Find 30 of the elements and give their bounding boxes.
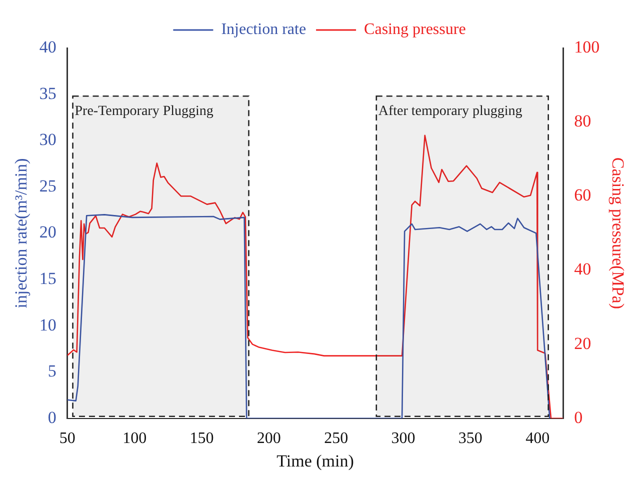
y2-tick-label: 20 [574, 334, 592, 353]
band-label: Pre-Temporary Plugging [74, 104, 214, 119]
y2-tick-label: 60 [574, 186, 592, 205]
y-tick-label: 35 [39, 84, 56, 103]
legend-label: Injection rate [221, 21, 306, 38]
x-tick-label: 100 [122, 430, 147, 448]
y2-axis-title: Casing pressure(MPa) [608, 157, 628, 309]
y2-tick-label: 100 [574, 37, 600, 56]
y-tick-label: 30 [39, 130, 56, 150]
y-tick-label: 25 [39, 176, 56, 196]
y-tick-label: 10 [39, 315, 56, 334]
y-tick-label: 5 [48, 362, 56, 381]
y2-tick-label: 40 [574, 260, 592, 279]
y-tick-label: 0 [48, 408, 56, 427]
y-tick-label: 20 [39, 222, 56, 242]
x-tick-label: 350 [458, 430, 482, 448]
y2-tick-label: 0 [574, 408, 583, 427]
band-label: After temporary plugging [378, 104, 522, 119]
x-tick-label: 400 [526, 430, 550, 448]
x-tick-label: 50 [59, 430, 76, 448]
x-tick-label: 200 [256, 430, 281, 448]
x-tick-label: 300 [391, 430, 416, 448]
y2-tick-label: 80 [574, 112, 592, 131]
x-axis-title: Time (min) [276, 451, 354, 470]
x-tick-label: 150 [190, 430, 214, 448]
y-axis-title: injection rate(m³/min) [12, 158, 31, 308]
y-tick-label: 15 [39, 268, 56, 288]
legend-label: Casing pressure [364, 21, 466, 38]
x-tick-label: 250 [324, 430, 348, 448]
y-tick-label: 40 [39, 37, 56, 56]
